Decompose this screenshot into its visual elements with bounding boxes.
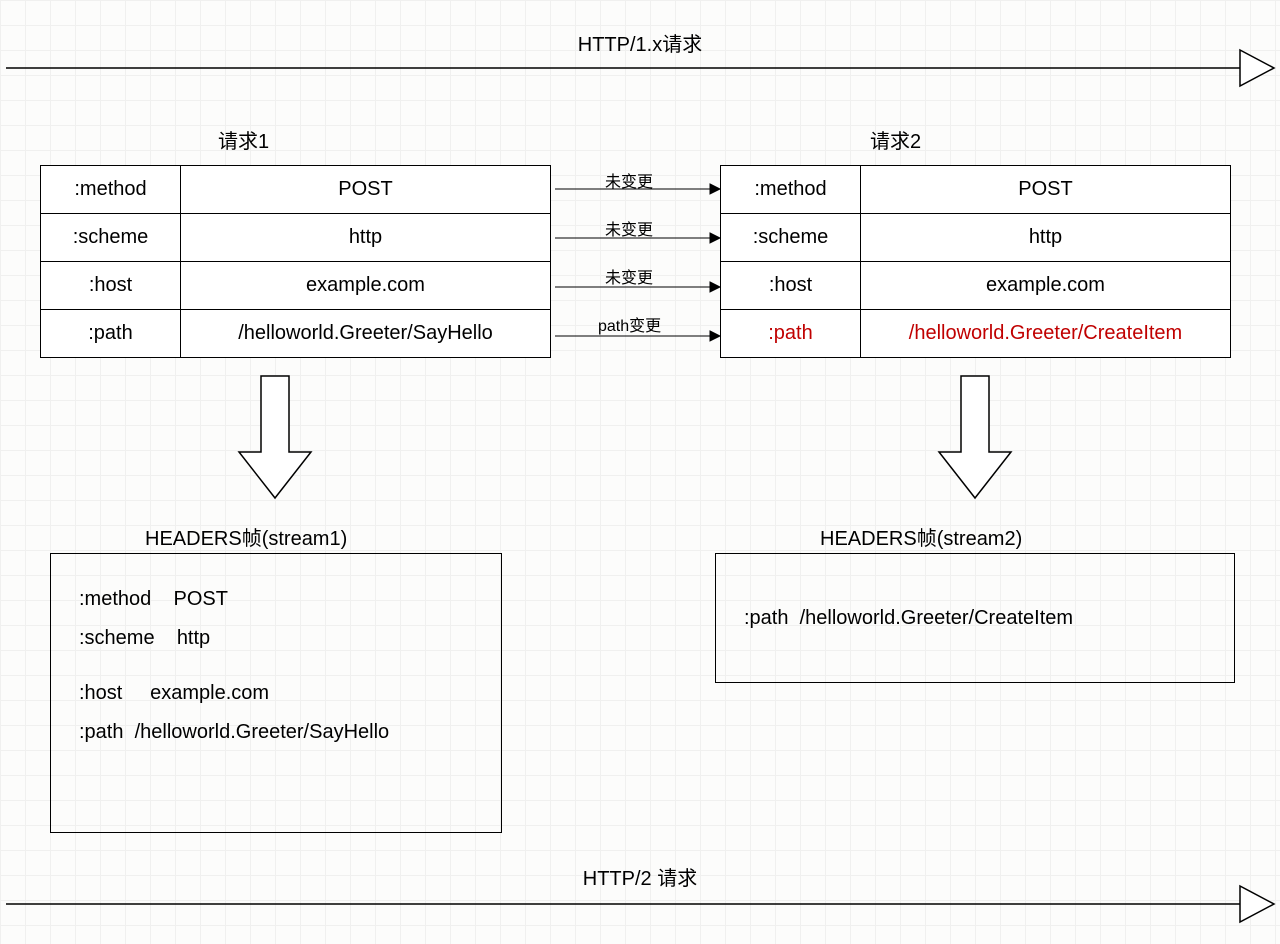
request2-table: :methodPOST :schemehttp :hostexample.com… <box>720 165 1231 358</box>
cell-key: :method <box>721 166 861 214</box>
cell-key: :host <box>721 262 861 310</box>
table-row: :methodPOST <box>721 166 1231 214</box>
table-row: :hostexample.com <box>41 262 551 310</box>
cell-key: :scheme <box>41 214 181 262</box>
frame-line: :method POST <box>79 588 473 611</box>
connector-label: path变更 <box>598 312 661 336</box>
table-row: :hostexample.com <box>721 262 1231 310</box>
connector-label: 未变更 <box>605 168 653 192</box>
table-row: :methodPOST <box>41 166 551 214</box>
request1-title: 请求1 <box>218 125 269 154</box>
table-row: :schemehttp <box>41 214 551 262</box>
frame-line: :path /helloworld.Greeter/SayHello <box>79 721 473 744</box>
request1-table: :methodPOST :schemehttp :hostexample.com… <box>40 165 551 358</box>
frame-line: :path /helloworld.Greeter/CreateItem <box>744 607 1073 630</box>
down-arrow1-icon <box>239 376 311 498</box>
frame-line: :host example.com <box>79 682 473 705</box>
cell-key: :scheme <box>721 214 861 262</box>
cell-val: POST <box>861 166 1231 214</box>
table-row: :path/helloworld.Greeter/SayHello <box>41 310 551 358</box>
table-row: :path/helloworld.Greeter/CreateItem <box>721 310 1231 358</box>
frame1-box: :method POST :scheme http :host example.… <box>50 553 502 833</box>
cell-key: :host <box>41 262 181 310</box>
bottom-arrow-icon <box>6 886 1274 922</box>
request2-title: 请求2 <box>870 125 921 154</box>
frame-line: :scheme http <box>79 627 473 650</box>
cell-key: :path <box>41 310 181 358</box>
cell-key-changed: :path <box>721 310 861 358</box>
frame2-box: :path /helloworld.Greeter/CreateItem <box>715 553 1235 683</box>
frame1-title: HEADERS帧(stream1) <box>145 522 347 551</box>
table-row: :schemehttp <box>721 214 1231 262</box>
cell-val: http <box>861 214 1231 262</box>
down-arrow2-icon <box>939 376 1011 498</box>
connector-label: 未变更 <box>605 216 653 240</box>
frame2-title: HEADERS帧(stream2) <box>820 522 1022 551</box>
cell-val: POST <box>181 166 551 214</box>
connector-label: 未变更 <box>605 264 653 288</box>
cell-val-changed: /helloworld.Greeter/CreateItem <box>861 310 1231 358</box>
cell-val: http <box>181 214 551 262</box>
cell-val: example.com <box>181 262 551 310</box>
title-bottom: HTTP/2 请求 <box>583 862 697 891</box>
cell-val: example.com <box>861 262 1231 310</box>
cell-key: :method <box>41 166 181 214</box>
cell-val: /helloworld.Greeter/SayHello <box>181 310 551 358</box>
title-top: HTTP/1.x请求 <box>578 28 702 57</box>
